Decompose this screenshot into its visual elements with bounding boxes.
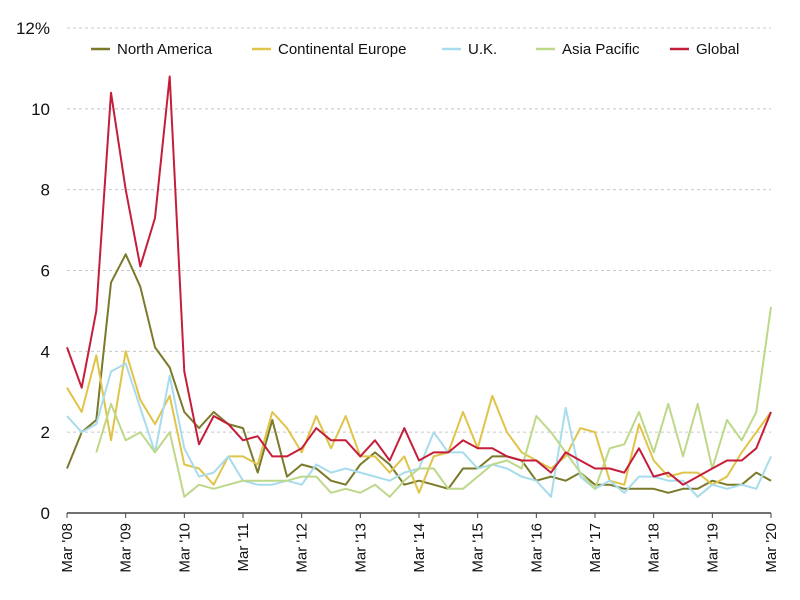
y-tick-label: 4 — [41, 342, 50, 361]
x-tick-label: Mar '08 — [59, 523, 76, 573]
series-line-u-k — [66, 362, 772, 498]
legend-label-u-k: U.K. — [468, 41, 497, 58]
legend-label-global: Global — [696, 41, 739, 58]
x-tick-label: Mar '12 — [294, 523, 311, 573]
y-tick-label: 8 — [41, 181, 50, 200]
y-tick-label: 10 — [31, 100, 50, 119]
series-line-global — [66, 75, 772, 486]
y-tick-label: 12% — [16, 19, 50, 38]
x-tick-label: Mar '20 — [763, 523, 780, 573]
grid-lines — [67, 27, 771, 433]
series-lines — [66, 75, 772, 498]
y-tick-label: 6 — [41, 262, 50, 281]
x-tick-label: Mar '16 — [528, 523, 545, 573]
series-line-continental-europe — [66, 350, 772, 494]
series-line-north-america — [66, 253, 772, 494]
x-tick-label: Mar '14 — [411, 523, 428, 573]
x-tick-label: Mar '17 — [587, 523, 604, 573]
legend-label-continental-europe: Continental Europe — [278, 41, 406, 58]
series-line-asia-pacific — [95, 306, 772, 498]
y-axis-tick-labels: 0 2 4 6 8 10 12% — [16, 19, 50, 523]
x-tick-label: Mar '13 — [352, 523, 369, 573]
x-tick-label: Mar '10 — [176, 523, 193, 573]
x-tick-label: Mar '18 — [646, 523, 663, 573]
x-tick-label: Mar '09 — [118, 523, 135, 573]
x-axis-tick-labels: Mar '08 Mar '09 Mar '10 Mar '11 Mar '12 Mar '… — [59, 513, 780, 573]
legend: North America Continental Europe U.K. Asia … — [91, 41, 739, 58]
y-tick-label: 0 — [41, 504, 50, 523]
x-tick-label: Mar '15 — [470, 523, 487, 573]
legend-label-north-america: North America — [117, 41, 213, 58]
x-tick-label: Mar '19 — [704, 523, 721, 573]
legend-label-asia-pacific: Asia Pacific — [562, 41, 640, 58]
x-tick-label: Mar '11 — [235, 523, 252, 571]
y-tick-label: 2 — [41, 423, 50, 442]
